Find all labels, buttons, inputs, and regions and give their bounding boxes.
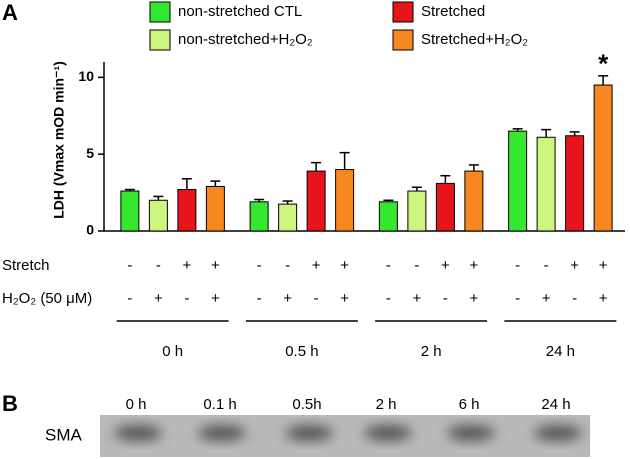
- treatment-sign: +: [441, 257, 450, 274]
- blot-band: [364, 425, 412, 441]
- treatment-sign: -: [314, 290, 319, 307]
- blot-band: [285, 425, 333, 441]
- treatment-sign: -: [386, 290, 391, 307]
- bar: [278, 203, 298, 232]
- treatment-sign: -: [544, 257, 549, 274]
- treatment-sign: +: [211, 290, 220, 307]
- legend-swatch: [392, 1, 414, 23]
- x-tick-label: 24 h: [546, 343, 575, 360]
- legend-label: non-stretched CTL: [178, 3, 302, 20]
- y-tick-label: 5: [86, 145, 94, 161]
- panel-label: B: [2, 391, 18, 416]
- bar: [205, 185, 225, 232]
- treatment-sign: +: [182, 257, 191, 274]
- treatment-sign: +: [469, 290, 478, 307]
- lane-label: 0 h: [126, 396, 147, 413]
- bar: [464, 170, 484, 232]
- bar: [508, 130, 528, 232]
- treatment-sign: +: [211, 257, 220, 274]
- legend-swatch: [392, 29, 414, 51]
- treatment-sign: +: [340, 290, 349, 307]
- treatment-sign: -: [156, 257, 161, 274]
- treatment-sign: +: [283, 290, 292, 307]
- bar: [335, 169, 355, 232]
- y-tick-label: 10: [78, 68, 94, 84]
- treatment-sign: -: [127, 290, 132, 307]
- blot: [100, 415, 590, 457]
- blot-label: SMA: [45, 425, 83, 444]
- treatment-sign: -: [443, 290, 448, 307]
- panel-label: A: [2, 0, 18, 25]
- x-tick-label: 0.5 h: [285, 343, 318, 360]
- row-label: Stretch: [2, 257, 50, 274]
- treatment-sign: +: [412, 290, 421, 307]
- treatment-sign: -: [515, 290, 520, 307]
- bar: [378, 201, 398, 232]
- blot-band: [447, 425, 495, 441]
- lane-label: 2 h: [376, 396, 397, 413]
- treatment-sign: -: [257, 290, 262, 307]
- y-axis-label: LDH (Vmax mOD min⁻¹): [51, 61, 67, 219]
- bar: [407, 190, 427, 232]
- treatment-sign: +: [570, 257, 579, 274]
- treatment-sign: -: [414, 257, 419, 274]
- treatment-sign: +: [340, 257, 349, 274]
- treatment-sign: -: [386, 257, 391, 274]
- treatment-sign: +: [599, 257, 608, 274]
- lane-label: 0.1 h: [203, 396, 236, 413]
- lane-label: 24 h: [541, 396, 570, 413]
- treatment-sign: -: [515, 257, 520, 274]
- treatment-sign: -: [257, 257, 262, 274]
- bar: [536, 136, 556, 232]
- treatment-sign: -: [285, 257, 290, 274]
- treatment-sign: +: [542, 290, 551, 307]
- legend-label: Stretched: [421, 3, 485, 20]
- x-tick-label: 2 h: [421, 343, 442, 360]
- bar: [249, 201, 269, 232]
- y-tick-label: 0: [86, 222, 94, 238]
- treatment-sign: +: [599, 290, 608, 307]
- treatment-sign: +: [312, 257, 321, 274]
- blot-band: [534, 425, 582, 441]
- legend-label: Stretched+H₂O₂: [421, 31, 528, 48]
- bar: [593, 84, 613, 232]
- treatment-sign: -: [127, 257, 132, 274]
- lane-label: 0.5h: [292, 396, 321, 413]
- x-tick-label: 0 h: [162, 343, 183, 360]
- bar: [565, 135, 585, 232]
- blot-band: [114, 425, 162, 441]
- treatment-sign: +: [469, 257, 478, 274]
- lane-label: 6 h: [459, 396, 480, 413]
- bar: [306, 170, 326, 232]
- treatment-sign: -: [572, 290, 577, 307]
- legend-swatch: [149, 29, 171, 51]
- bar: [435, 182, 455, 232]
- legend-label: non-stretched+H₂O₂: [178, 31, 313, 48]
- legend-swatch: [149, 1, 171, 23]
- treatment-sign: +: [154, 290, 163, 307]
- bar: [148, 199, 168, 232]
- treatment-sign: -: [184, 290, 189, 307]
- blot-band: [198, 425, 246, 441]
- annotation: *: [598, 49, 609, 79]
- bar: [120, 190, 140, 232]
- bar: [177, 189, 197, 232]
- row-label: H₂O₂ (50 μM): [2, 290, 92, 307]
